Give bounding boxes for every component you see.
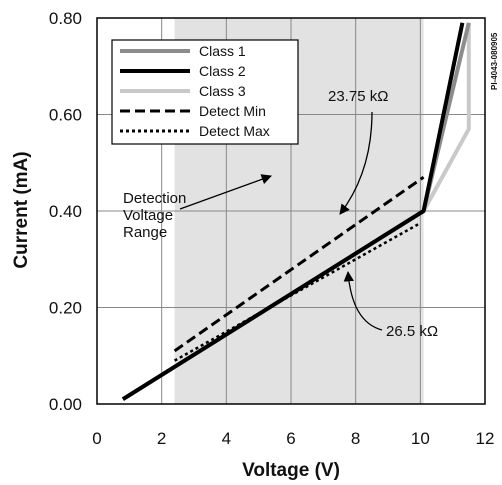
annotation-arrow-23-75 bbox=[339, 111, 373, 215]
annotation-detection-line-2: Voltage bbox=[123, 207, 173, 224]
y-tick-label-2: 0.40 bbox=[49, 202, 82, 221]
legend-label-detect-min: Detect Min bbox=[199, 103, 266, 119]
x-tick-label-1: 2 bbox=[157, 429, 166, 448]
plot-frame bbox=[96, 17, 486, 405]
y-tick-labels: 0.00 0.20 0.40 0.60 0.80 bbox=[49, 9, 82, 414]
x-tick-label-4: 8 bbox=[351, 429, 360, 448]
annotation-26-5-kohm: 26.5 kΩ bbox=[386, 323, 438, 340]
series-line-class-2 bbox=[121, 22, 465, 401]
x-tick-label-6: 12 bbox=[476, 429, 495, 448]
x-tick-labels: 0 2 4 6 8 10 12 bbox=[92, 429, 494, 448]
annotation-detection-line-1: Detection bbox=[123, 190, 186, 207]
legend-label-class-2: Class 2 bbox=[199, 63, 246, 79]
series-line-detect-min bbox=[173, 175, 425, 353]
annotation-arrow-detection bbox=[179, 174, 272, 210]
legend-label-class-3: Class 3 bbox=[199, 83, 246, 99]
x-axis-title: Voltage (V) bbox=[242, 460, 340, 481]
annotation-arrow-26-5 bbox=[343, 270, 383, 331]
y-tick-label-3: 0.60 bbox=[49, 106, 82, 125]
y-tick-label-0: 0.00 bbox=[49, 395, 82, 414]
legend-label-detect-max: Detect Max bbox=[199, 123, 270, 139]
legend: Class 1 Class 2 Class 3 Detect Min Detec… bbox=[111, 39, 299, 145]
annotation-detection-voltage-range: Detection Voltage Range bbox=[123, 190, 191, 241]
annotation-23-75-kohm: 23.75 kΩ bbox=[328, 88, 388, 105]
series-lines bbox=[121, 22, 471, 401]
x-tick-label-5: 10 bbox=[411, 429, 430, 448]
y-tick-label-1: 0.20 bbox=[49, 299, 82, 318]
legend-label-class-1: Class 1 bbox=[199, 43, 246, 59]
watermark: PI-4043-080905 bbox=[490, 32, 499, 90]
y-axis-title: Current (mA) bbox=[11, 151, 32, 268]
annotation-detection-line-3: Range bbox=[123, 224, 167, 241]
x-tick-label-2: 4 bbox=[222, 429, 231, 448]
y-tick-label-4: 0.80 bbox=[49, 9, 82, 28]
x-tick-label-0: 0 bbox=[92, 429, 101, 448]
x-tick-label-3: 6 bbox=[286, 429, 295, 448]
